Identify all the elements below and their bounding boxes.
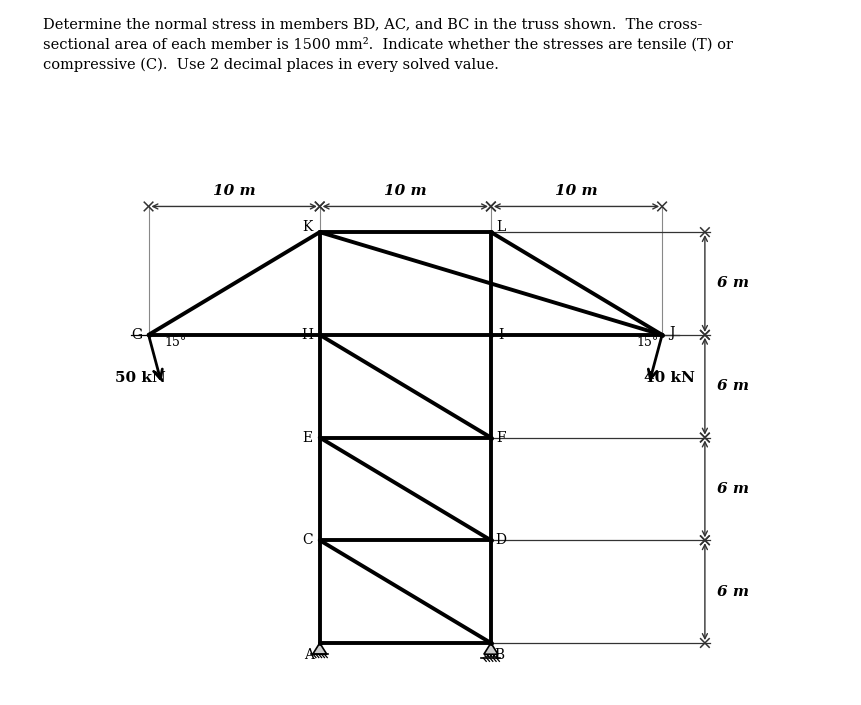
Circle shape xyxy=(487,654,490,657)
Text: L: L xyxy=(496,220,505,234)
Text: 15°: 15° xyxy=(635,336,658,349)
Text: F: F xyxy=(496,431,505,445)
Text: C: C xyxy=(302,533,313,547)
Text: Determine the normal stress in members BD, AC, and BC in the truss shown.  The c: Determine the normal stress in members B… xyxy=(43,18,732,72)
Text: E: E xyxy=(302,431,313,445)
Text: G: G xyxy=(131,328,142,342)
Text: 6 m: 6 m xyxy=(716,379,748,393)
Text: 10 m: 10 m xyxy=(554,184,598,198)
Text: K: K xyxy=(302,220,313,234)
Text: 40 kN: 40 kN xyxy=(643,371,694,385)
Text: 15°: 15° xyxy=(164,336,186,349)
Polygon shape xyxy=(483,643,498,654)
Text: D: D xyxy=(495,533,506,547)
Circle shape xyxy=(491,654,493,657)
Text: 10 m: 10 m xyxy=(383,184,426,198)
Text: J: J xyxy=(669,326,674,340)
Polygon shape xyxy=(313,643,326,654)
Circle shape xyxy=(485,654,486,657)
Text: 6 m: 6 m xyxy=(716,482,748,496)
Text: I: I xyxy=(498,328,504,342)
Text: 50 kN: 50 kN xyxy=(115,371,165,385)
Text: B: B xyxy=(494,648,504,662)
Circle shape xyxy=(494,654,496,657)
Text: 6 m: 6 m xyxy=(716,584,748,599)
Text: 10 m: 10 m xyxy=(213,184,255,198)
Text: 6 m: 6 m xyxy=(716,276,748,290)
Text: H: H xyxy=(301,328,313,342)
Text: A: A xyxy=(304,648,314,662)
